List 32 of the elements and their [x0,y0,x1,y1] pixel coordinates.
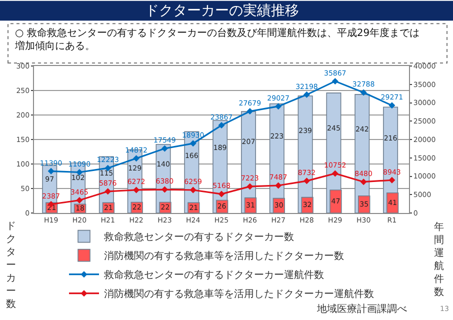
point [303,91,310,98]
point [360,89,367,96]
legend-label: 消防機関の有する救急車等を活用したドクターカー運航件数 [104,288,374,300]
chart-title: ドクターカーの実績推移 [145,3,299,19]
point [161,145,168,152]
point [360,178,367,186]
y-axis-title: ドクターカー数 [6,221,16,310]
point [76,197,83,204]
point [133,186,140,194]
point [190,186,196,194]
point [246,108,254,115]
point [218,190,225,198]
chart-subtitle: ○ 救命救急センターの有するドクターカーの台数及び年間運航件数は、平成29年度までは増加傾向にある。 [14,27,420,52]
point [104,188,112,195]
point [133,155,140,162]
text: 地域医療計画課調べ [316,303,407,315]
point [275,103,282,110]
point [332,78,338,84]
point [218,122,225,129]
legend-label: 救命救急センターの有するドクターカー数 [103,231,294,244]
point [161,186,168,193]
legend-label: 消防機関の有する救急車等を活用したドクターカー数 [104,250,344,262]
point [332,170,338,177]
point [388,102,396,109]
point [275,182,282,189]
point [48,168,54,174]
y2-axis-title: 年間運航件数 [434,221,444,298]
point [246,183,254,190]
point [190,140,196,147]
point [388,176,396,184]
point [303,178,310,184]
legend-label: 救命救急センターの有するドクターカー運航件数 [103,269,324,282]
